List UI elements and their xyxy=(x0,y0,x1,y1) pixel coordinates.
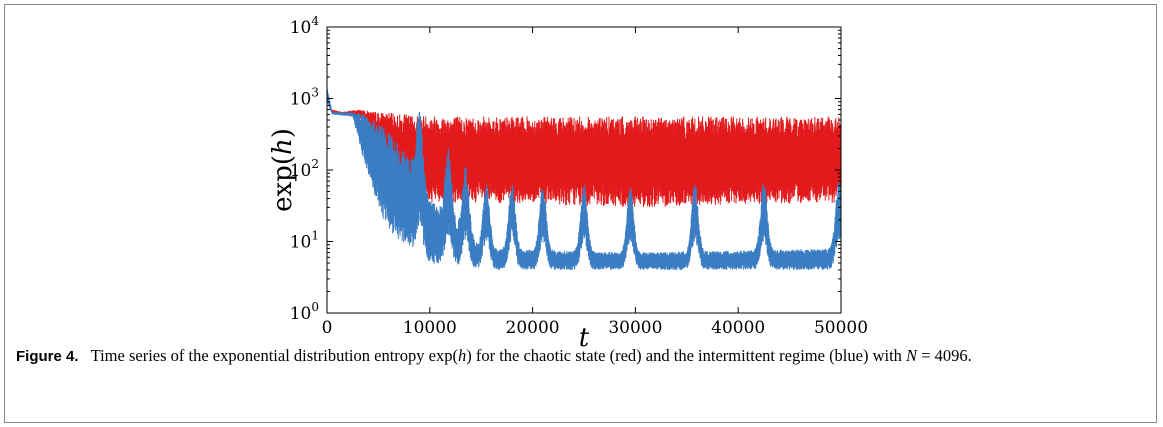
y-axis-title: exp(h) xyxy=(268,128,298,212)
series-2-line xyxy=(327,86,841,270)
x-tick-label: 10000 xyxy=(403,318,457,338)
x-tick-label: 20000 xyxy=(506,318,560,338)
y-tick-label: 100 xyxy=(290,300,319,324)
axes-layer: 0 10000 20000 30000 40000 50000 100 101 102 103 10… xyxy=(290,14,868,338)
caption-text-1: Time series of the exponential distribut… xyxy=(90,346,458,365)
caption-var-n: N xyxy=(906,346,918,365)
x-tick-label: 0 xyxy=(322,318,333,338)
caption-text-3: = 4096. xyxy=(917,346,972,365)
y-tick-label: 103 xyxy=(290,86,319,110)
y-tick-label: 104 xyxy=(290,14,320,38)
x-tick-label: 30000 xyxy=(608,318,662,338)
caption-text-2: ) for the chaotic state (red) and the in… xyxy=(466,346,907,365)
x-tick-label: 40000 xyxy=(711,318,765,338)
x-tick-label: 50000 xyxy=(814,318,868,338)
series-layer xyxy=(327,86,841,270)
y-tick-label: 101 xyxy=(290,229,319,253)
y-tick-label: 102 xyxy=(290,157,319,181)
figure-label: Figure 4. xyxy=(16,348,79,365)
x-axis-title: t xyxy=(579,323,590,353)
caption-var-h: h xyxy=(457,346,467,365)
figure-caption: Figure 4. Time series of the exponential… xyxy=(16,345,1141,367)
